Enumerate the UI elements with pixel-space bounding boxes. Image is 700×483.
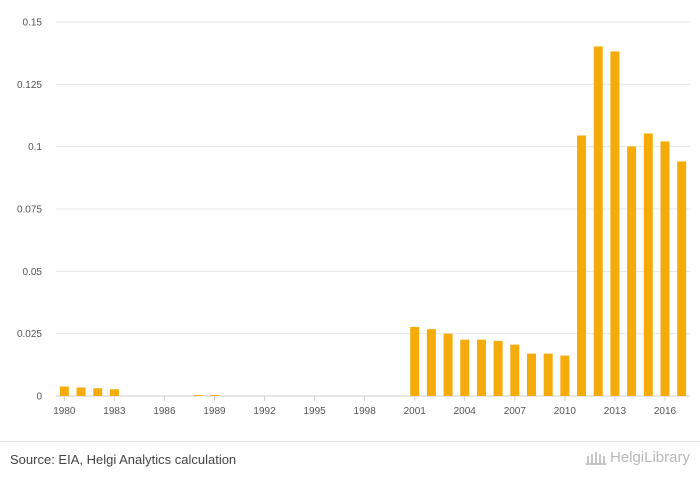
bar [527, 353, 536, 396]
bar [643, 133, 653, 396]
footer-divider [0, 441, 700, 442]
x-tick-label: 1983 [103, 406, 126, 417]
y-tick-label: 0.1 [28, 142, 42, 153]
bar [543, 353, 553, 396]
bar [577, 135, 587, 396]
x-tick-label: 1995 [303, 406, 326, 417]
x-tick-label: 2013 [604, 406, 627, 417]
bar [660, 141, 670, 396]
bar [210, 395, 219, 396]
bar [426, 329, 436, 396]
y-tick-label: 0.025 [17, 329, 42, 340]
y-tick-label: 0.05 [23, 267, 43, 278]
bar [93, 388, 103, 396]
x-tick-label: 2010 [554, 406, 577, 417]
y-tick-label: 0 [36, 392, 42, 403]
bar [476, 339, 486, 396]
y-tick-label: 0.125 [17, 80, 42, 91]
bar [493, 340, 503, 396]
x-tick-label: 1986 [153, 406, 176, 417]
x-tick-label: 2016 [654, 406, 677, 417]
bar [410, 326, 420, 396]
bar [460, 339, 470, 396]
bar [677, 161, 687, 396]
bar [593, 46, 603, 397]
bar-chart: 0 0.025 0.05 0.075 0.1 0.125 0.15 1980 1983 1986 1… [17, 18, 690, 417]
bar [443, 333, 453, 396]
bar [193, 395, 203, 396]
x-tick-label: 2001 [404, 406, 427, 417]
logo-text: HelgiLibrary [609, 449, 690, 466]
y-tick-label: 0.15 [23, 18, 43, 29]
x-tick-label: 2004 [454, 406, 477, 417]
source-note: Source: EIA, Helgi Analytics calculation [10, 452, 237, 467]
x-tick-label: 1998 [354, 406, 377, 417]
bar [76, 387, 86, 396]
bar [627, 146, 637, 396]
bar [510, 344, 520, 396]
y-tick-label: 0.075 [17, 205, 42, 216]
bar [109, 389, 119, 396]
helgi-library-logo[interactable]: HelgiLibrary [585, 449, 690, 466]
library-building-icon [585, 451, 606, 465]
x-tick-label: 2007 [504, 406, 527, 417]
bar [59, 386, 69, 396]
x-tick-label: 1992 [253, 406, 276, 417]
bar [610, 51, 620, 397]
x-tick-label: 1989 [203, 406, 226, 417]
bar [560, 355, 570, 396]
x-tick-label: 1980 [53, 406, 76, 417]
